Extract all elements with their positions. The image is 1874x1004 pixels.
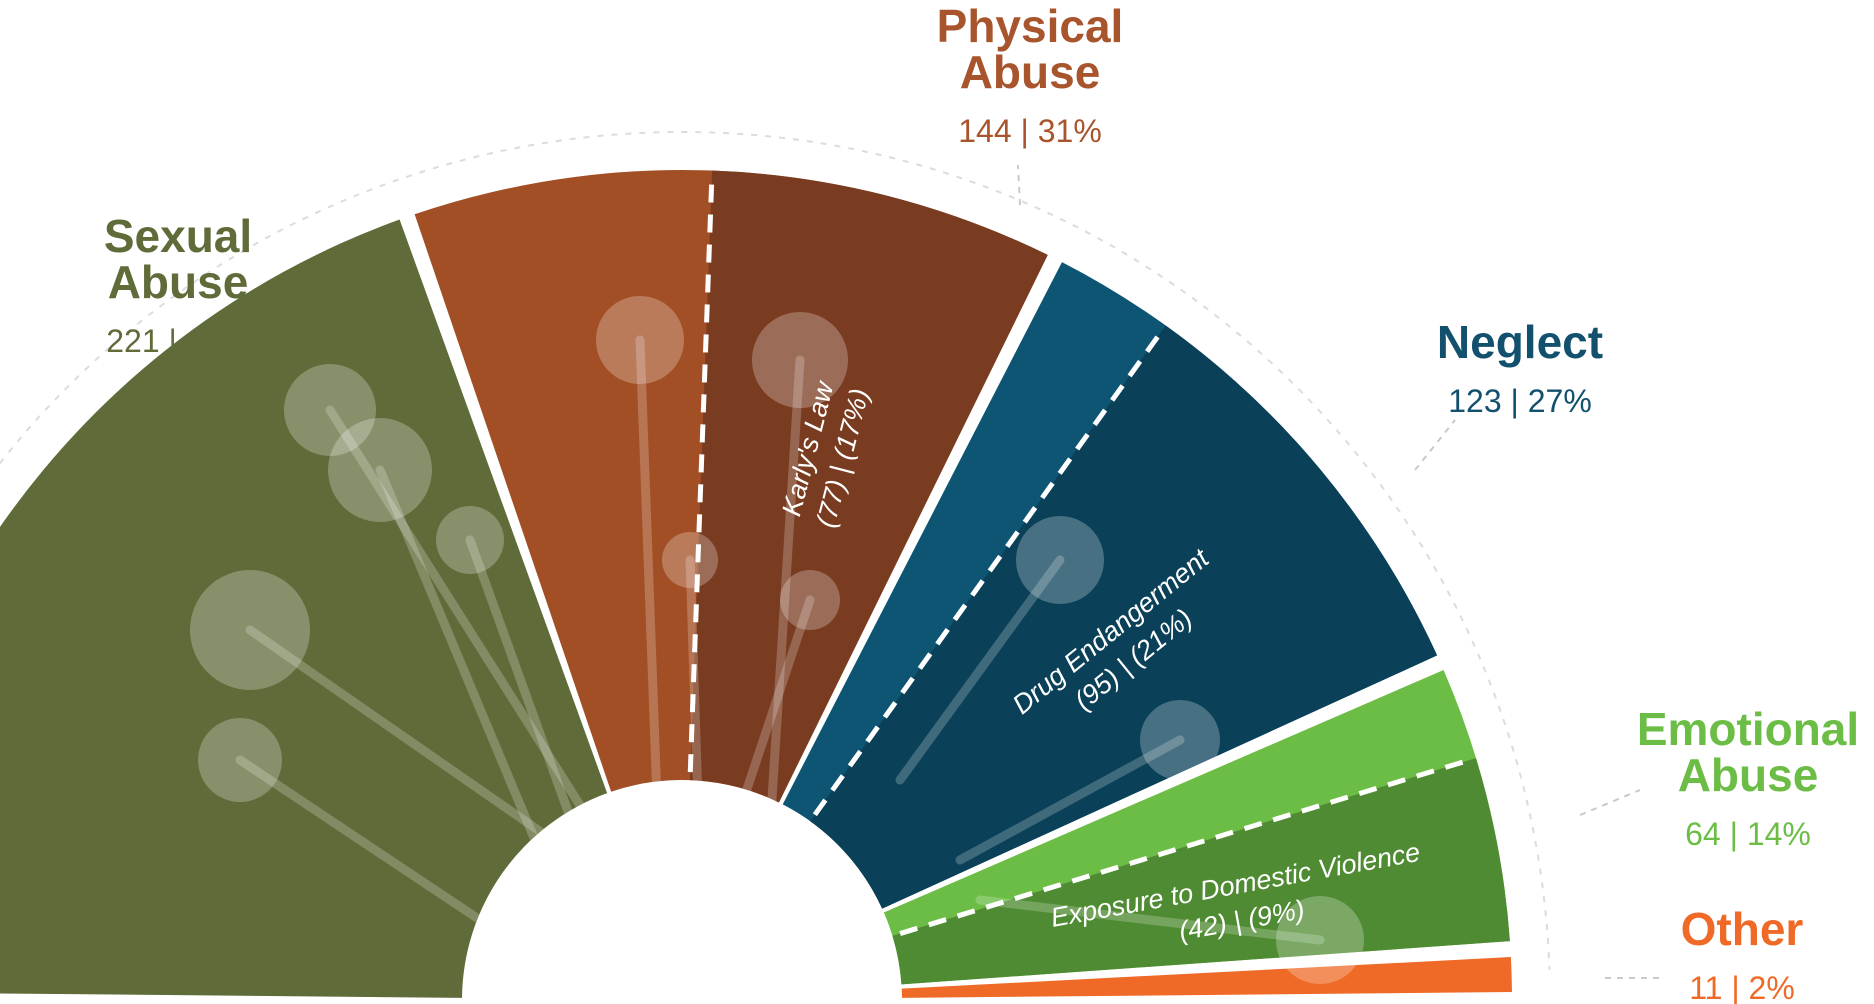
decor-branch: [955, 735, 1185, 865]
divider-drug-endangerment: [812, 328, 1165, 817]
decor-bubble: [436, 506, 504, 574]
decor-branch: [975, 895, 1325, 945]
category-title: Emotional: [1637, 703, 1859, 755]
leader-neglect: [1414, 419, 1456, 471]
subslice-exposure-to-domestic-violence: [892, 758, 1510, 985]
category-title: Neglect: [1437, 316, 1603, 368]
subslice-drug-endangerment: [810, 325, 1438, 909]
category-stat: 123 | 27%: [1448, 383, 1592, 419]
subslice-karly-s-law: [689, 170, 1048, 803]
decor-branch: [895, 555, 1065, 785]
slices: [0, 169, 1512, 998]
slice-other: [901, 957, 1512, 998]
category-title: Physical: [937, 0, 1124, 52]
decor-branch: [375, 465, 565, 905]
leader-physical-abuse: [1017, 164, 1021, 206]
category-title: Other: [1681, 903, 1804, 955]
divider-exposure-to-domestic-violence: [899, 757, 1471, 936]
decor-bubble: [1016, 516, 1104, 604]
category-stat: 64 | 14%: [1685, 816, 1811, 852]
decor-bubble: [1276, 896, 1364, 984]
sub-dividers: [687, 176, 1471, 936]
label-neglect: Neglect 123 | 27%: [1437, 316, 1603, 419]
category-stat: 11 | 2%: [1689, 970, 1795, 1004]
slice-sexual-abuse: [0, 219, 608, 998]
category-stat: 221 | 48%: [106, 323, 250, 359]
category-title: Abuse: [960, 46, 1101, 98]
decor-branch: [765, 355, 805, 835]
decor-bubble: [752, 312, 848, 408]
outer-guide-arc: [0, 131, 1551, 970]
category-title: Sexual: [104, 210, 252, 262]
category-stat: 144 | 31%: [958, 113, 1102, 149]
decor-bubble: [662, 532, 718, 588]
label-other: Other 11 | 2%: [1681, 903, 1804, 1004]
decor-bubble: [190, 570, 310, 690]
decor-bubble: [198, 718, 282, 802]
decor-bubble: [328, 418, 432, 522]
decor-bubble: [284, 364, 376, 456]
leader-emotional-abuse: [1579, 789, 1641, 816]
category-title: Abuse: [108, 256, 249, 308]
category-title: Abuse: [1678, 749, 1819, 801]
decor-bubble: [1140, 700, 1220, 780]
decor-bubble: [596, 296, 684, 384]
decor-bubble: [780, 570, 840, 630]
divider-karly-s-law: [687, 176, 715, 773]
